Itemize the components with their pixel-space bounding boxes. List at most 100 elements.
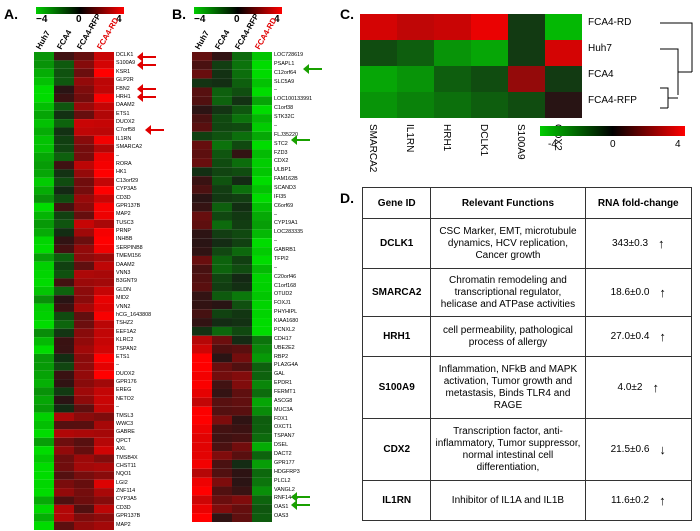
heatmap-cell [192, 176, 212, 186]
heatmap-cell [192, 318, 212, 327]
heatmap-cell [34, 420, 54, 430]
panel-b-gene-label: C1orf38 [274, 105, 294, 112]
heatmap-cell [232, 326, 252, 336]
heatmap-cell [94, 446, 114, 455]
panel-c-row-fca4-rfp: FCA4-RFP [588, 95, 637, 106]
heatmap-cell [94, 370, 114, 380]
heatmap-cell [54, 127, 74, 136]
heatmap-cell [74, 253, 94, 262]
heatmap-cell [192, 495, 212, 505]
heatmap-cell [212, 238, 232, 248]
heatmap-cell [212, 353, 232, 363]
heatmap-cell [232, 468, 252, 478]
heatmap-cell [192, 185, 212, 194]
heatmap-cell [192, 229, 212, 239]
heatmap-cell [545, 14, 582, 40]
panel-a-gene-label: GLP2R [116, 77, 134, 84]
panel-b-gene-label: OTUD2 [274, 291, 293, 298]
heatmap-cell [54, 93, 74, 103]
heatmap-cell [232, 202, 252, 212]
heatmap-cell [74, 404, 94, 413]
panel-a-gene-labels: DCLK1 S100A9 KSR1 GLP2R FBN2 HRH1 DAAM2 ETS1 DUO… [116, 52, 166, 530]
panel-b-label: B. [172, 6, 186, 22]
heatmap-cell [232, 131, 252, 141]
heatmap-cell [74, 127, 94, 136]
heatmap-cell [74, 169, 94, 178]
panel-c-scale-mid: 0 [610, 139, 616, 150]
heatmap-cell [192, 69, 212, 79]
panel-a-gene-label: QPCT [116, 437, 131, 444]
table-row: SMARCA2 Chromatin remodeling and transcr… [361, 268, 692, 317]
heatmap-cell [74, 261, 94, 271]
heatmap-cell [54, 320, 74, 329]
heatmap-cell [94, 295, 114, 304]
heatmap-cell [94, 303, 114, 312]
heatmap-cell [34, 496, 54, 505]
heatmap-cell [54, 52, 74, 61]
arrow-up-icon: ↑ [658, 236, 665, 251]
panel-a-gene-label: DUOX2 [116, 370, 135, 377]
heatmap-cell [74, 202, 94, 212]
heatmap-cell [192, 211, 212, 221]
heatmap-cell [34, 194, 54, 203]
panel-a-heatmap [34, 52, 114, 530]
panel-a-gene-label: GABRE [116, 429, 135, 436]
heatmap-cell [34, 152, 54, 162]
heatmap-cell [508, 66, 545, 92]
heatmap-cell [34, 479, 54, 489]
heatmap-cell [252, 96, 272, 106]
heatmap-cell [212, 140, 232, 150]
heatmap-cell [74, 219, 94, 229]
heatmap-cell [94, 454, 114, 463]
heatmap-cell [54, 77, 74, 86]
panel-a-gene-label: RORA [116, 161, 132, 168]
heatmap-cell [192, 255, 212, 265]
heatmap-cell [212, 273, 232, 283]
panel-c-col-smarca2: SMARCA2 [367, 124, 378, 173]
heatmap-cell [252, 176, 272, 186]
heatmap-cell [54, 152, 74, 162]
panel-c-color-scale [540, 126, 685, 136]
panel-b-gene-label: – [274, 264, 277, 271]
gene-id: DCLK1 [361, 218, 432, 269]
heatmap-cell [232, 220, 252, 230]
heatmap-cell [74, 521, 94, 530]
heatmap-cell [74, 504, 94, 514]
heatmap-cell [54, 311, 74, 321]
heatmap-cell [192, 193, 212, 203]
heatmap-cell [192, 122, 212, 132]
panel-a-gene-label: WWC3 [116, 420, 134, 427]
heatmap-cell [232, 114, 252, 123]
table-row: DCLK1 CSC Marker, EMT, microtubule dynam… [361, 218, 692, 269]
heatmap-cell [34, 228, 54, 237]
heatmap-cell [94, 521, 114, 530]
heatmap-cell [192, 468, 212, 478]
header-fold-change: RNA fold-change [584, 187, 692, 219]
heatmap-cell [34, 362, 54, 371]
heatmap-cell [192, 114, 212, 123]
heatmap-cell [252, 326, 272, 336]
header-gene-id: Gene ID [361, 187, 432, 219]
heatmap-cell [232, 451, 252, 460]
heatmap-cell [192, 415, 212, 425]
heatmap-cell [54, 420, 74, 430]
panel-a-scale-mid: 0 [76, 14, 82, 25]
panel-b-gene-label: FAM162B [274, 176, 298, 183]
heatmap-cell [34, 60, 54, 69]
panel-a-gene-label: FBN2 [116, 85, 130, 92]
heatmap-cell [34, 513, 54, 522]
heatmap-cell [94, 169, 114, 178]
gene-id: IL1RN [361, 480, 432, 521]
panel-b-gene-label: MUC3A [274, 406, 293, 413]
heatmap-cell [212, 229, 232, 239]
heatmap-cell [212, 362, 232, 372]
heatmap-cell [74, 387, 94, 396]
heatmap-cell [212, 486, 232, 496]
heatmap-cell [252, 60, 272, 70]
heatmap-cell [252, 78, 272, 88]
heatmap-cell [54, 110, 74, 120]
heatmap-cell [74, 177, 94, 187]
heatmap-cell [94, 311, 114, 321]
gene-id: S100A9 [361, 356, 432, 419]
heatmap-cell [54, 68, 74, 78]
